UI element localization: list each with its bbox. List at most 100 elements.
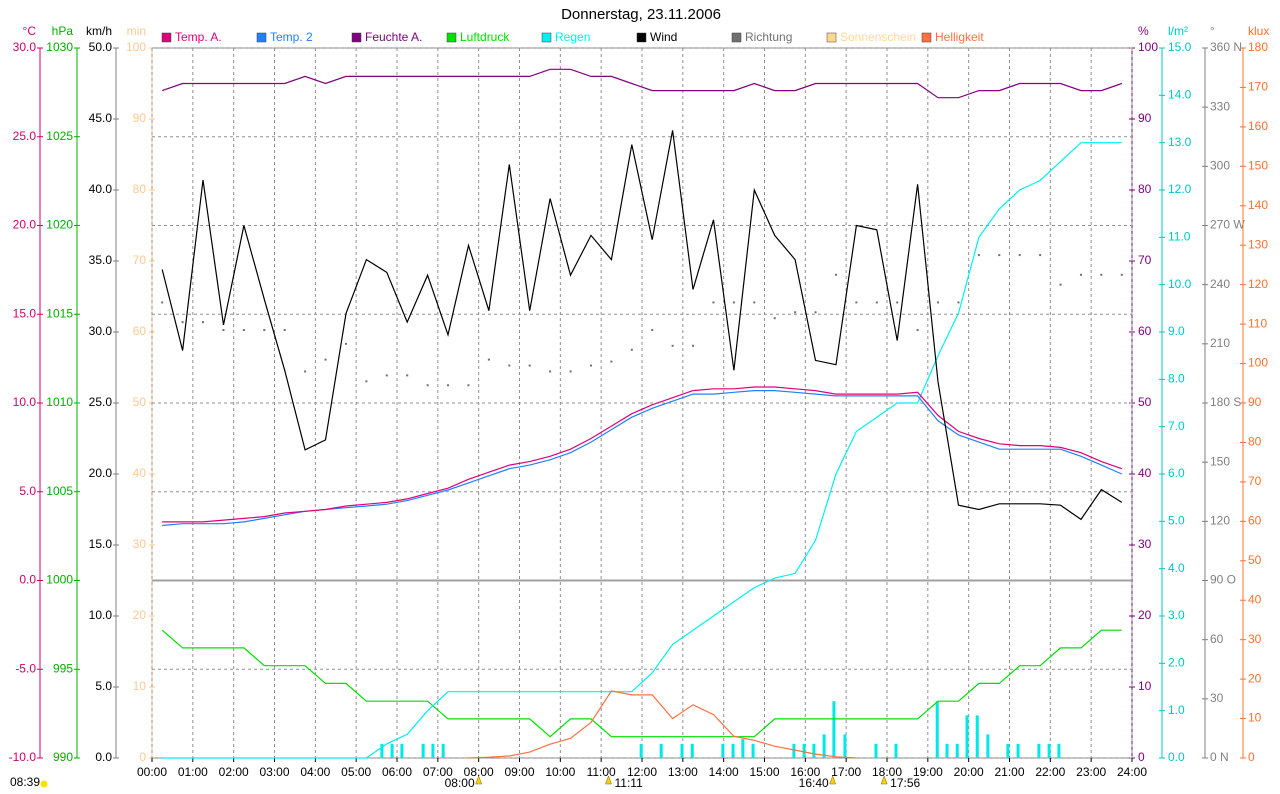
direction-dot — [1039, 254, 1042, 257]
series-line — [162, 68, 1122, 99]
y-tick-label: 1000 — [46, 573, 73, 587]
y-tick-label: 1015 — [46, 306, 73, 320]
y-tick-label: 40 — [133, 466, 147, 480]
rain-bar — [741, 739, 745, 758]
legend-label: Temp. A. — [175, 30, 222, 44]
direction-dot — [447, 384, 450, 387]
x-tick-label: 23:00 — [1076, 765, 1106, 779]
direction-dot — [1120, 273, 1123, 276]
annotation-label: 17:56 — [890, 776, 920, 790]
y-tick-label: 15.0 — [13, 306, 37, 320]
direction-dot — [875, 301, 878, 304]
y-tick-label: 20.0 — [13, 218, 37, 232]
y-tick-label: 25.0 — [89, 395, 113, 409]
y-tick-label: 60 — [133, 324, 147, 338]
y-tick-label: 110 — [1248, 316, 1267, 330]
y-tick-label: 1030 — [46, 40, 73, 54]
x-tick-label: 14:00 — [709, 765, 739, 779]
axis-label: ° — [1210, 24, 1215, 38]
y-tick-label: 80 — [133, 182, 147, 196]
direction-dot — [202, 321, 205, 324]
y-tick-label: 5.0 — [95, 679, 112, 693]
y-tick-label: 0 — [139, 750, 146, 764]
y-tick-label: 160 — [1248, 119, 1268, 133]
x-tick-label: 15:00 — [749, 765, 779, 779]
direction-dot — [508, 364, 511, 367]
annotation-marker — [829, 775, 837, 785]
y-tick-label: 6.0 — [1168, 466, 1185, 480]
direction-dot — [304, 370, 307, 373]
rain-bar — [812, 743, 816, 758]
y-tick-label: 1005 — [46, 484, 73, 498]
y-tick-label: 20 — [1248, 671, 1262, 685]
legend-label: Temp. 2 — [270, 30, 313, 44]
legend-swatch — [541, 32, 552, 43]
y-tick-label: 20 — [133, 608, 147, 622]
direction-dot — [630, 348, 633, 351]
direction-dot — [263, 329, 266, 332]
axis-label: °C — [23, 24, 37, 38]
y-tick-label: 10 — [1138, 679, 1152, 693]
y-tick-label: 100 — [1248, 356, 1268, 370]
direction-dot — [794, 311, 797, 314]
y-tick-label: 1025 — [46, 129, 73, 143]
x-tick-label: 13:00 — [668, 765, 698, 779]
rain-bar — [1016, 743, 1020, 758]
direction-dot — [283, 329, 286, 332]
rain-bar — [822, 734, 826, 758]
axis-label: km/h — [86, 24, 112, 38]
annotation-marker — [475, 775, 483, 785]
direction-dot — [385, 374, 388, 377]
rain-bar — [986, 734, 990, 758]
y-tick-label: 180 S — [1210, 395, 1241, 409]
y-tick-label: 35.0 — [89, 253, 113, 267]
legend-label: Feuchte A. — [365, 30, 422, 44]
direction-dot — [528, 364, 531, 367]
x-tick-label: 16:00 — [790, 765, 820, 779]
direction-dot — [181, 321, 184, 324]
rain-bar — [1047, 743, 1051, 758]
direction-dot — [977, 254, 980, 257]
direction-dot — [712, 301, 715, 304]
x-tick-label: 21:00 — [994, 765, 1024, 779]
y-tick-label: 330 — [1210, 99, 1230, 113]
legend-label: Helligkeit — [935, 30, 984, 44]
y-tick-label: 60 — [1210, 632, 1224, 646]
x-tick-label: 19:00 — [913, 765, 943, 779]
series-line — [162, 142, 1122, 759]
legend-swatch — [256, 32, 267, 43]
y-tick-label: 130 — [1248, 237, 1268, 251]
y-tick-label: 0 N — [1210, 750, 1229, 764]
y-tick-label: 990 — [53, 750, 73, 764]
rain-bar — [421, 743, 425, 758]
y-tick-label: 30 — [133, 537, 147, 551]
rain-bar — [1006, 743, 1010, 758]
direction-dot — [1018, 254, 1021, 257]
rain-bar — [731, 743, 735, 758]
direction-dot — [1079, 273, 1082, 276]
y-tick-label: 60 — [1138, 324, 1152, 338]
direction-dot — [855, 301, 858, 304]
axis-label: klux — [1248, 24, 1269, 38]
rain-bar — [659, 743, 663, 758]
direction-dot — [814, 311, 817, 314]
annotation-label: 11:11 — [615, 776, 644, 790]
y-tick-label: 1020 — [46, 218, 73, 232]
y-tick-label: 45.0 — [89, 111, 113, 125]
y-tick-label: 8.0 — [1168, 372, 1185, 386]
direction-dot — [242, 329, 245, 332]
direction-dot — [1059, 283, 1062, 286]
x-tick-label: 12:00 — [627, 765, 657, 779]
y-tick-label: 1.0 — [1168, 703, 1185, 717]
y-tick-label: 995 — [53, 661, 73, 675]
y-tick-label: 15.0 — [89, 537, 113, 551]
x-tick-label: 02:00 — [219, 765, 249, 779]
direction-dot — [732, 301, 735, 304]
direction-dot — [896, 301, 899, 304]
y-tick-label: 0.0 — [19, 573, 36, 587]
axis-label: % — [1138, 24, 1149, 38]
rain-bar — [894, 743, 898, 758]
y-tick-label: 120 — [1210, 514, 1230, 528]
y-tick-label: 10.0 — [13, 395, 37, 409]
